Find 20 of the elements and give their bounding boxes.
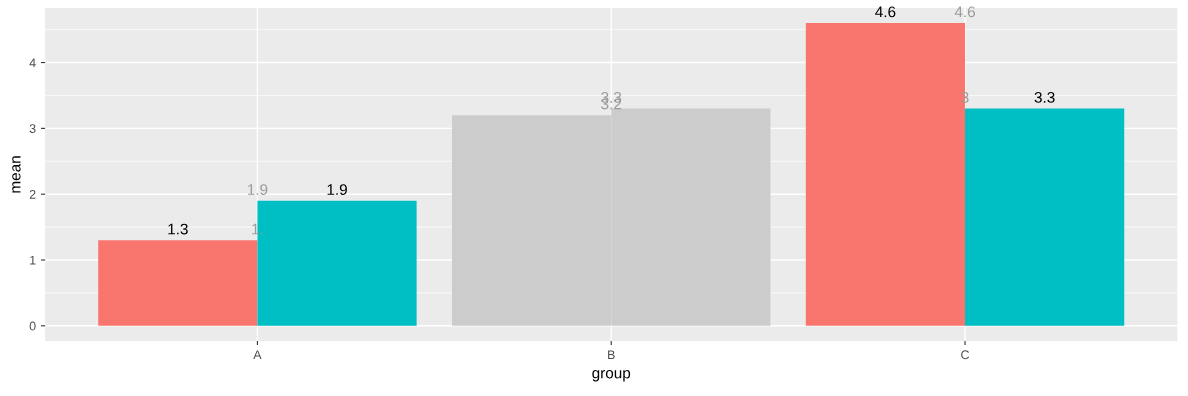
data-label: 1.3 <box>168 223 188 235</box>
annotation: 1. <box>252 223 263 235</box>
bar <box>965 108 1125 326</box>
annotation: 4.6 <box>954 6 975 18</box>
x-axis-title: group <box>592 370 631 382</box>
x-tick-label: C <box>961 350 970 360</box>
data-label: 4.6 <box>875 6 896 18</box>
data-label: 3.3 <box>1034 92 1055 103</box>
y-tick-label: 4 <box>29 58 36 68</box>
annotation: 3 <box>961 92 969 103</box>
bar <box>98 240 258 326</box>
annotation: 1.9 <box>247 184 268 195</box>
y-axis-title: mean <box>12 156 21 193</box>
y-tick-label: 1 <box>30 255 36 265</box>
y-tick-label: 3 <box>29 124 36 134</box>
y-tick-label: 2 <box>29 189 36 199</box>
x-tick-label: B <box>608 350 615 360</box>
data-label: 1.9 <box>327 184 347 195</box>
y-tick-label: 0 <box>29 321 36 331</box>
x-tick-label: A <box>253 350 262 360</box>
